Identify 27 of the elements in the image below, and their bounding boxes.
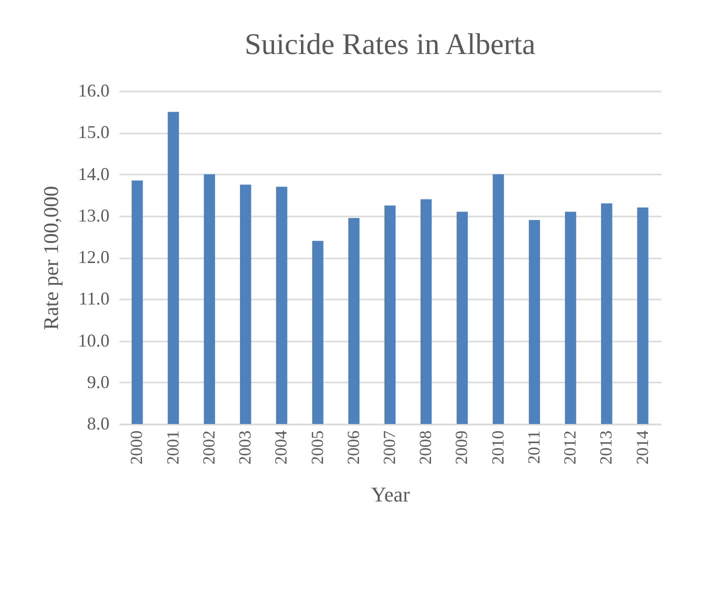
- x-tick-label: 2014: [632, 430, 652, 464]
- x-tick-label: 2003: [236, 430, 255, 464]
- x-tick-label: 2012: [560, 430, 580, 464]
- x-tick-label: 2000: [127, 430, 146, 464]
- y-axis-title: Rate per 100,000: [39, 186, 63, 330]
- x-tick-label: 2010: [488, 430, 508, 464]
- x-tick-label: 2004: [272, 430, 291, 464]
- y-tick-label: 15.0: [78, 122, 110, 142]
- y-tick-label: 8.0: [87, 414, 110, 434]
- x-tick-label: 2013: [596, 430, 616, 464]
- x-tick-label: 2009: [452, 430, 472, 464]
- y-tick-label: 11.0: [78, 288, 110, 309]
- y-tick-label: 10.0: [78, 330, 110, 350]
- x-tick-label: 2005: [308, 430, 327, 464]
- y-tick-label: 16.0: [78, 80, 110, 100]
- x-tick-label: 2008: [416, 430, 436, 464]
- x-tick-label: 2002: [199, 430, 218, 464]
- y-tick-label: 14.0: [78, 164, 110, 184]
- chart-title: Suicide Rates in Alberta: [244, 28, 536, 61]
- x-tick-label: 2007: [380, 430, 399, 464]
- y-tick-label: 9.0: [87, 372, 110, 392]
- x-tick-label: 2011: [524, 430, 544, 464]
- y-tick-label: 12.0: [78, 247, 110, 267]
- x-tick-label: 2001: [163, 430, 182, 464]
- x-axis-title: Year: [371, 482, 410, 506]
- x-tick-label: 2006: [344, 430, 363, 464]
- y-tick-label: 13.0: [78, 205, 110, 226]
